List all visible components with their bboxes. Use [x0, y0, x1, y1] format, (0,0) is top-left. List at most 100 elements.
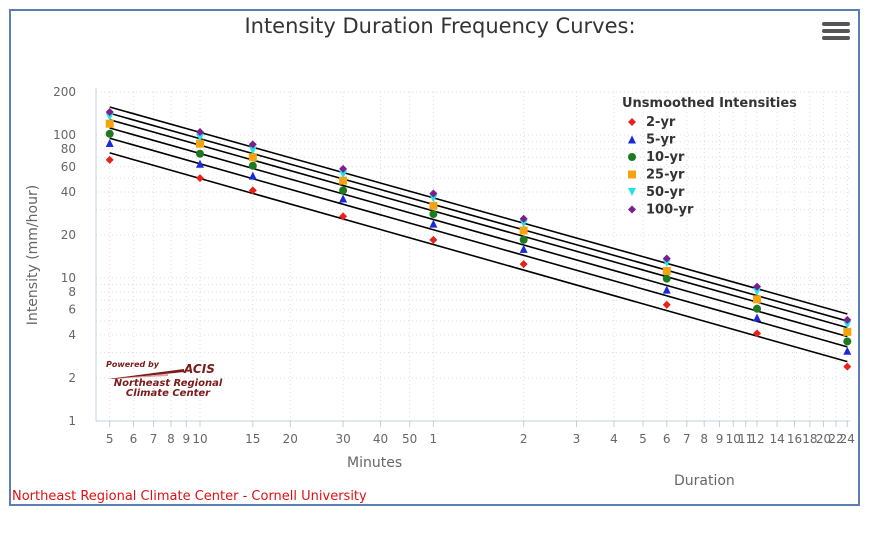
data-point-50-yr: [429, 194, 438, 203]
x-tick-label: 7: [150, 432, 158, 446]
data-point-25-yr: [843, 327, 852, 336]
chart-title: Intensity Duration Frequency Curves:: [244, 14, 636, 38]
x-tick-label: 7: [683, 432, 691, 446]
legend-item-25-yr: 25-yr: [646, 168, 685, 183]
data-point-50-yr: [843, 320, 852, 329]
x-tick-label: 11: [738, 432, 753, 446]
data-point-25-yr: [429, 201, 438, 210]
x-tick-label: 22: [828, 432, 843, 446]
x-tick-label: 24: [840, 432, 855, 446]
data-point-10-yr: [753, 304, 762, 313]
y-tick-label: 2: [68, 371, 76, 385]
x-axis-label-duration: Duration: [674, 473, 735, 489]
data-point-2-yr: [105, 155, 114, 164]
x-tick-label: 1: [430, 432, 438, 446]
data-point-10-yr: [105, 129, 114, 138]
y-tick-label: 80: [61, 142, 76, 156]
idf-curve-5-yr: [109, 137, 848, 348]
data-point-10-yr: [843, 337, 852, 346]
data-point-50-yr: [105, 112, 114, 121]
data-point-2-yr: [248, 186, 257, 195]
legend-marker-25-yr: [628, 170, 636, 179]
data-point-100-yr: [662, 254, 671, 263]
x-tick-label: 9: [716, 432, 724, 446]
y-tick-label: 4: [68, 328, 76, 342]
idf-curve-25-yr: [109, 118, 848, 329]
legend-marker-100-yr: [628, 205, 636, 214]
data-point-2-yr: [662, 300, 671, 309]
idf-curve-10-yr: [109, 127, 848, 338]
chart-frame: [9, 9, 860, 506]
data-point-25-yr: [105, 119, 114, 128]
y-tick-label: 60: [61, 160, 76, 174]
x-tick-label: 18: [802, 432, 817, 446]
menu-bar: [822, 22, 850, 26]
data-point-50-yr: [248, 146, 257, 155]
x-tick-label: 30: [335, 432, 350, 446]
data-point-25-yr: [339, 176, 348, 185]
y-tick-label: 40: [61, 185, 76, 199]
data-point-5-yr: [429, 219, 438, 228]
data-point-5-yr: [248, 171, 257, 180]
data-point-25-yr: [248, 153, 257, 162]
logo-swoosh-icon: [108, 369, 184, 379]
data-point-5-yr: [662, 285, 671, 294]
x-tick-label: 20: [816, 432, 831, 446]
data-point-2-yr: [843, 362, 852, 371]
data-point-5-yr: [105, 138, 114, 147]
data-point-25-yr: [519, 226, 528, 235]
legend-item-5-yr: 5-yr: [646, 133, 676, 148]
y-tick-label: 6: [68, 303, 76, 317]
logo-powered-text: Powered by: [106, 360, 159, 369]
x-tick-label: 6: [130, 432, 138, 446]
data-point-10-yr: [196, 149, 205, 158]
legend-marker-5-yr: [628, 135, 636, 144]
data-point-50-yr: [339, 170, 348, 179]
x-tick-label: 3: [573, 432, 581, 446]
y-tick-label: 20: [61, 228, 76, 242]
legend-title: Unsmoothed Intensities: [622, 96, 797, 111]
data-point-50-yr: [753, 287, 762, 296]
x-tick-label: 50: [402, 432, 417, 446]
legend-item-10-yr: 10-yr: [646, 150, 685, 165]
x-tick-label: 9: [182, 432, 190, 446]
menu-bar: [822, 29, 850, 33]
legend-item-2-yr: 2-yr: [646, 115, 676, 130]
x-tick-label: 10: [192, 432, 207, 446]
data-point-2-yr: [339, 212, 348, 221]
data-point-10-yr: [429, 210, 438, 219]
data-point-100-yr: [248, 140, 257, 149]
logo-org-line1: Northeast Regional: [113, 378, 223, 389]
x-tick-label: 40: [373, 432, 388, 446]
data-point-25-yr: [196, 139, 205, 148]
data-point-5-yr: [196, 159, 205, 168]
data-point-100-yr: [339, 164, 348, 173]
data-point-25-yr: [662, 266, 671, 275]
data-point-50-yr: [196, 133, 205, 142]
data-point-50-yr: [519, 219, 528, 228]
data-point-10-yr: [519, 235, 528, 244]
data-point-2-yr: [519, 260, 528, 269]
credit-text: Northeast Regional Climate Center - Corn…: [12, 489, 367, 504]
hamburger-menu-icon[interactable]: [822, 22, 850, 44]
logo-org-text: Northeast Regional Climate Center: [108, 379, 228, 399]
x-tick-label: 5: [106, 432, 114, 446]
legend-item-100-yr: 100-yr: [646, 203, 694, 218]
data-point-50-yr: [662, 259, 671, 268]
data-point-100-yr: [753, 282, 762, 291]
x-tick-label: 5: [639, 432, 647, 446]
x-tick-label: 4: [610, 432, 618, 446]
data-point-10-yr: [248, 161, 257, 170]
data-point-5-yr: [519, 244, 528, 253]
acis-logo: Powered by ACIS Northeast Regional Clima…: [104, 360, 228, 402]
logo-org-line2: Climate Center: [125, 388, 211, 399]
data-point-100-yr: [843, 315, 852, 324]
data-point-2-yr: [196, 174, 205, 183]
idf-curve-2-yr: [109, 152, 848, 363]
y-tick-label: 8: [68, 285, 76, 299]
menu-bar: [822, 36, 850, 40]
x-tick-label: 8: [700, 432, 708, 446]
legend-item-50-yr: 50-yr: [646, 185, 685, 200]
data-point-100-yr: [519, 214, 528, 223]
x-tick-label: 12: [749, 432, 764, 446]
